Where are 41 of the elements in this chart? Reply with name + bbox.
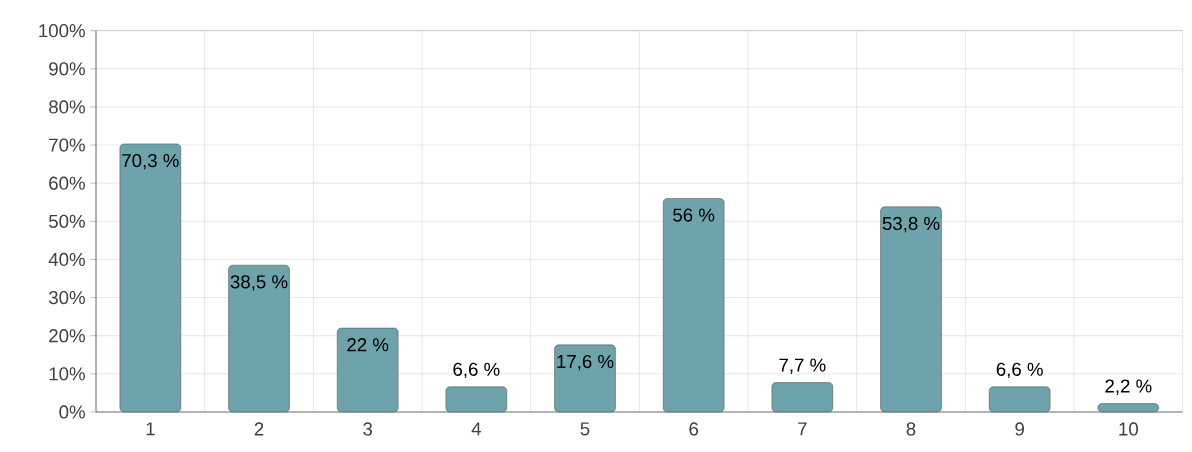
bar: [554, 344, 616, 413]
data-label: 6,6 %: [996, 362, 1043, 379]
data-label: 70,3 %: [122, 153, 179, 170]
data-label: 53,8 %: [882, 216, 940, 233]
bar: [336, 327, 399, 413]
y-tick-label: 90%: [49, 62, 85, 76]
bar: [880, 206, 942, 413]
x-tick-label: 2: [254, 422, 264, 436]
data-label: 2,2 %: [1105, 379, 1152, 395]
x-tick-label: 10: [1119, 422, 1138, 436]
x-tick-label: 8: [906, 422, 916, 436]
y-tick-label: 30%: [48, 290, 85, 305]
x-tick-label: 9: [1015, 422, 1024, 436]
y-tick-label: 100%: [39, 24, 85, 38]
y-tick-label: 20%: [49, 329, 85, 343]
y-tick-label: 50%: [49, 214, 85, 228]
bar: [771, 382, 834, 413]
bar: [119, 143, 182, 413]
x-tick-label: 7: [798, 422, 807, 436]
data-label: 56 %: [673, 208, 715, 222]
x-tick-label: 5: [580, 422, 590, 436]
bar: [1097, 403, 1160, 413]
y-tick-label: 40%: [48, 252, 85, 267]
bar: [988, 386, 1051, 413]
bar: [445, 386, 508, 413]
y-tick-label: 70%: [49, 138, 85, 152]
x-tick-label: 1: [146, 422, 155, 436]
bar: [662, 198, 725, 413]
bar: [228, 264, 290, 413]
x-tick-label: 3: [363, 422, 373, 436]
data-label: 17,6 %: [557, 354, 614, 371]
y-tick-label: 80%: [49, 100, 85, 114]
data-label: 6,6 %: [453, 362, 500, 379]
x-tick-label: 6: [689, 422, 699, 436]
y-tick-label: 60%: [49, 176, 85, 190]
x-tick-label: 4: [471, 422, 481, 436]
data-label: 38,5 %: [230, 275, 288, 291]
y-tick-label: 0%: [59, 405, 85, 419]
data-label: 22 %: [347, 338, 389, 352]
data-label: 7,7 %: [779, 358, 826, 374]
y-tick-label: 10%: [49, 367, 85, 381]
